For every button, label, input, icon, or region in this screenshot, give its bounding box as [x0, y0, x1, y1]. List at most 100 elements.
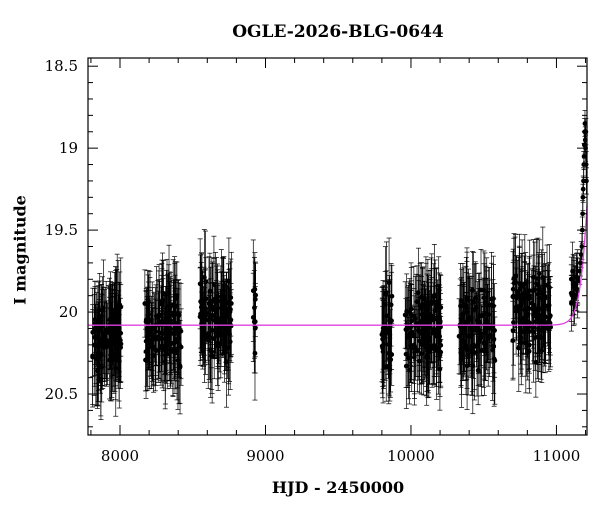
data-marker: [222, 331, 227, 337]
data-point: [100, 309, 106, 382]
data-marker: [388, 357, 394, 363]
data-marker: [459, 356, 464, 362]
data-marker: [408, 325, 413, 331]
data-point: [435, 301, 441, 395]
data-point: [142, 328, 148, 392]
data-marker: [381, 335, 387, 340]
data-marker: [458, 347, 464, 353]
data-marker: [92, 320, 98, 326]
data-marker: [163, 315, 169, 321]
data-marker: [209, 349, 215, 354]
data-marker: [526, 348, 532, 354]
data-point: [458, 314, 464, 386]
data-point: [419, 288, 425, 354]
data-marker: [146, 332, 152, 338]
data-marker: [429, 299, 435, 304]
data-marker: [143, 349, 149, 355]
model-curve: [88, 205, 588, 326]
data-point: [426, 282, 432, 385]
data-point: [151, 318, 157, 393]
data-marker: [431, 294, 437, 300]
data-marker: [92, 334, 97, 340]
data-point: [489, 262, 495, 348]
data-marker: [530, 325, 535, 331]
data-marker: [542, 314, 548, 320]
data-marker: [157, 344, 163, 350]
data-point: [166, 281, 172, 381]
x-tick-label: 8000: [101, 447, 139, 465]
data-marker: [117, 340, 123, 346]
data-point: [155, 280, 161, 356]
data-marker: [145, 320, 151, 325]
data-layer: [90, 110, 589, 420]
data-point: [98, 319, 104, 390]
data-marker: [513, 304, 519, 310]
data-marker: [199, 300, 204, 306]
data-marker: [519, 295, 525, 301]
data-marker: [436, 345, 441, 351]
data-marker: [206, 330, 211, 336]
data-marker: [418, 294, 424, 300]
data-point: [200, 286, 206, 354]
data-marker: [578, 260, 583, 266]
data-marker: [203, 296, 209, 302]
data-marker: [404, 308, 410, 314]
data-point: [215, 291, 221, 380]
data-point: [111, 282, 117, 363]
y-tick-label: 20.5: [45, 385, 78, 403]
x-tick-label: 11000: [533, 447, 581, 465]
data-marker: [511, 275, 517, 281]
data-marker: [571, 285, 577, 291]
data-marker: [252, 286, 258, 292]
x-tick-label: 10000: [387, 447, 435, 465]
data-marker: [210, 304, 215, 310]
data-marker: [545, 306, 551, 312]
data-marker: [569, 292, 575, 298]
data-marker: [578, 252, 584, 258]
data-point: [540, 266, 546, 350]
data-marker: [383, 364, 389, 370]
data-point: [510, 300, 516, 381]
data-marker: [426, 330, 431, 336]
data-point: [253, 262, 259, 328]
data-point: [389, 323, 395, 386]
data-point: [464, 251, 470, 349]
data-point: [472, 261, 478, 335]
data-point: [105, 302, 111, 386]
data-marker: [386, 280, 392, 285]
data-marker: [166, 328, 172, 334]
data-point: [423, 288, 429, 387]
data-marker: [178, 328, 184, 334]
data-point: [380, 286, 386, 370]
y-tick-label: 20: [59, 303, 78, 321]
data-marker: [459, 317, 465, 322]
data-point: [226, 237, 232, 325]
data-point: [429, 253, 435, 350]
data-marker: [149, 338, 154, 343]
x-tick-label: 9000: [246, 447, 284, 465]
data-marker: [477, 337, 483, 342]
y-tick-label: 19.5: [45, 221, 78, 239]
data-point: [570, 241, 576, 301]
data-point: [91, 288, 97, 387]
data-point: [523, 278, 529, 355]
data-marker: [95, 343, 101, 349]
data-marker: [221, 303, 226, 309]
data-point: [163, 275, 169, 362]
data-marker: [111, 320, 117, 325]
data-marker: [535, 305, 541, 311]
data-point: [145, 274, 151, 371]
data-point: [579, 233, 585, 260]
data-marker: [531, 329, 536, 335]
data-marker: [469, 343, 475, 349]
data-marker: [252, 305, 257, 311]
data-point: [467, 275, 473, 365]
data-point: [411, 266, 417, 367]
y-tick-label: 18.5: [45, 57, 78, 75]
data-point: [148, 302, 154, 379]
data-point: [460, 281, 466, 378]
data-point: [514, 255, 520, 341]
data-point: [215, 300, 221, 386]
data-point: [470, 250, 476, 330]
